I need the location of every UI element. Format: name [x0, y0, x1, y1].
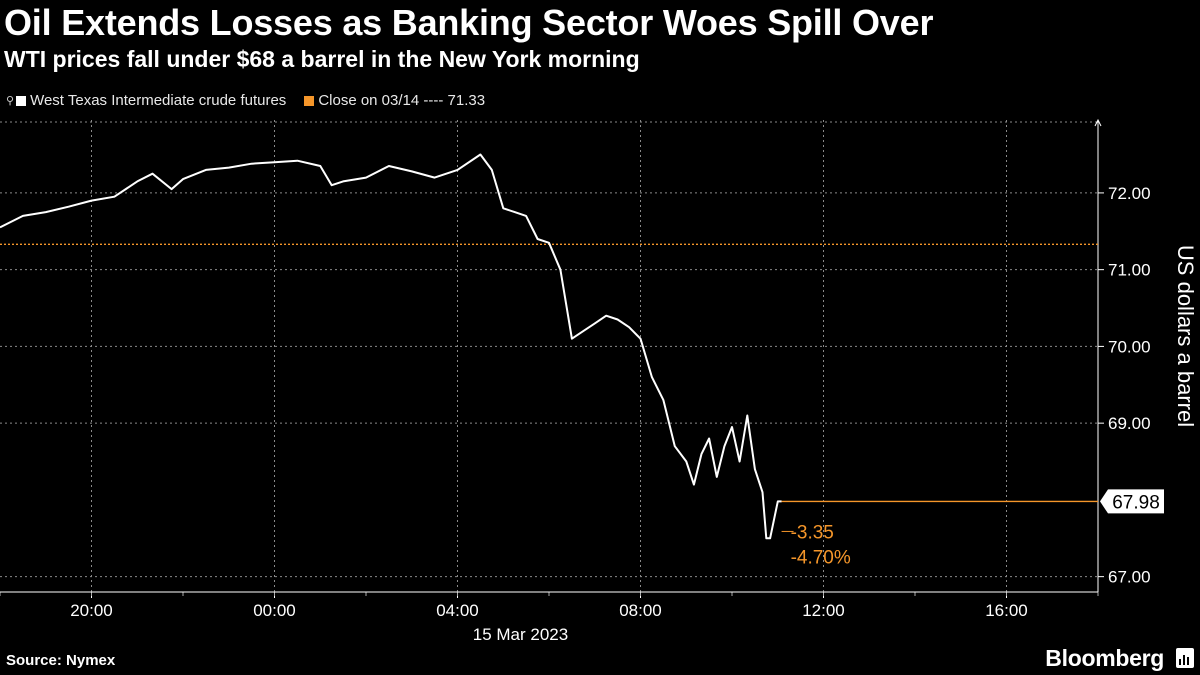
bloomberg-logo: Bloomberg: [1045, 645, 1164, 671]
x-tick-label: 08:00: [619, 601, 662, 620]
x-tick-label: 12:00: [802, 601, 845, 620]
x-tick-label: 16:00: [985, 601, 1028, 620]
chart-title: Oil Extends Losses as Banking Sector Woe…: [4, 2, 934, 43]
legend-swatch-close: [304, 95, 315, 106]
y-tick-label: 69.00: [1108, 414, 1151, 433]
legend: ⚲ West Texas Intermediate crude futures …: [6, 92, 503, 109]
legend-label-series: West Texas Intermediate crude futures: [30, 92, 287, 109]
source-note: Source: Nymex: [6, 652, 116, 669]
legend-item-close: Close on 03/14 ---- 71.33: [304, 92, 485, 109]
y-axis-arrow: [1094, 118, 1102, 127]
change-label: -3.35: [791, 522, 834, 543]
x-tick-label: 20:00: [70, 601, 113, 620]
legend-item-series: ⚲ West Texas Intermediate crude futures: [6, 92, 286, 109]
last-value-box: [1100, 489, 1164, 514]
last-value-label: 67.98: [1112, 492, 1160, 513]
legend-label-close: Close on 03/14 ---- 71.33: [318, 92, 486, 109]
series-line: [0, 153, 782, 540]
x-tick-label: 04:00: [436, 601, 479, 620]
legend-pin-icon: ⚲: [6, 95, 15, 107]
y-tick-label: 71.00: [1108, 261, 1151, 280]
y-axis-title: US dollars a barrel: [1173, 245, 1198, 427]
bloomberg-chart-icon: [1176, 648, 1194, 668]
y-tick-label: 67.00: [1108, 568, 1151, 587]
legend-swatch-series: [16, 95, 27, 106]
x-date-label: 15 Mar 2023: [473, 625, 568, 644]
y-tick-label: 72.00: [1108, 184, 1151, 203]
change-pct-label: -4.70%: [791, 547, 851, 568]
x-tick-label: 00:00: [253, 601, 296, 620]
y-tick-label: 70.00: [1108, 337, 1151, 356]
chart-subtitle: WTI prices fall under $68 a barrel in th…: [4, 46, 640, 72]
